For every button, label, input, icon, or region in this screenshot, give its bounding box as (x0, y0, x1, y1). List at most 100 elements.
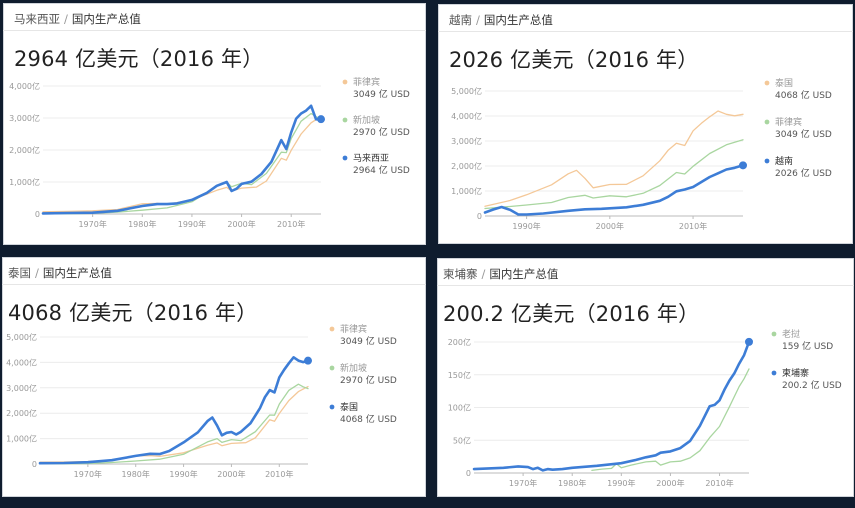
line-chart: 0 1,000亿 2,000亿 3,000亿 4,000亿 5,000亿 1970年 1980… (6, 323, 397, 479)
breadcrumb-metric: 国内生产总值 (483, 13, 553, 27)
legend-series-value: 4068 亿 USD (775, 89, 832, 101)
series-line (39, 385, 309, 463)
y-tick-label: 0 (32, 460, 37, 469)
legend-marker (342, 117, 348, 123)
chart-card-cambodia: 柬埔寨 / 国内生产总值 200.2 亿美元（2016 年） 0 50亿 100亿 150… (437, 258, 854, 497)
legend-marker (329, 404, 335, 410)
series-endpoint (304, 356, 312, 365)
y-tick-label: 100亿 (448, 403, 471, 413)
legend-marker (342, 79, 348, 85)
x-tick-label: 2000年 (227, 219, 255, 229)
headline-value: 2964 亿美元（2016 年） (14, 47, 264, 71)
breadcrumb: 泰国 / 国内生产总值 (8, 266, 112, 280)
legend-series-value: 2970 亿 USD (353, 126, 410, 138)
x-tick-label: 1970年 (74, 469, 102, 479)
breadcrumb-country[interactable]: 马来西亚 (14, 12, 60, 26)
legend-series-name: 越南 (775, 155, 793, 167)
breadcrumb-metric: 国内生产总值 (42, 266, 112, 280)
y-tick-label: 1,000亿 (9, 177, 40, 187)
series-line (472, 340, 751, 472)
chart-card-malaysia: 马来西亚 / 国内生产总值 2964 亿美元（2016 年） 0 1,000亿 2,00… (3, 3, 426, 245)
breadcrumb-metric: 国内生产总值 (489, 267, 559, 281)
legend-marker (342, 155, 348, 161)
headline-value: 4068 亿美元（2016 年） (8, 301, 258, 325)
legend-series-name: 菲律宾 (353, 76, 380, 88)
legend-series-name: 柬埔寨 (782, 367, 809, 379)
divider (437, 285, 854, 286)
legend-marker (329, 326, 335, 332)
legend-series-name: 菲律宾 (775, 116, 802, 128)
x-tick-label: 2000年 (656, 478, 684, 488)
y-tick-label: 2,000亿 (6, 408, 37, 418)
x-tick-label: 1970年 (78, 219, 106, 229)
x-tick-label: 2000年 (596, 221, 624, 231)
legend-marker (764, 80, 770, 86)
legend-marker (764, 158, 770, 164)
x-tick-label: 1990年 (607, 478, 635, 488)
legend-series-value: 2970 亿 USD (340, 374, 397, 386)
breadcrumb: 越南 / 国内生产总值 (449, 13, 553, 27)
chart-card-thailand: 泰国 / 国内生产总值 4068 亿美元（2016 年） 0 1,000亿 2,000亿… (2, 257, 426, 497)
y-tick-label: 0 (466, 469, 471, 478)
y-tick-label: 4,000亿 (6, 357, 37, 367)
y-tick-label: 200亿 (448, 337, 471, 347)
legend-marker (764, 119, 770, 125)
series-line (484, 110, 744, 207)
breadcrumb-country[interactable]: 越南 (449, 13, 472, 27)
divider (2, 284, 426, 285)
legend-series-value: 2964 亿 USD (353, 164, 410, 176)
y-tick-label: 2,000亿 (451, 161, 482, 171)
breadcrumb-metric: 国内生产总值 (71, 12, 141, 26)
legend-series-value: 3049 亿 USD (775, 128, 832, 140)
y-tick-label: 1,000亿 (451, 186, 482, 196)
legend-marker (771, 370, 777, 376)
x-tick-label: 1980年 (558, 478, 586, 488)
series-line (38, 356, 310, 465)
y-tick-label: 3,000亿 (6, 383, 37, 393)
series-endpoint (745, 337, 753, 346)
x-tick-label: 1990年 (512, 221, 540, 231)
y-tick-label: 4,000亿 (451, 111, 482, 121)
series-line (42, 115, 322, 213)
y-tick-label: 2,000亿 (9, 145, 40, 155)
x-tick-label: 2010年 (705, 478, 733, 488)
y-tick-label: 3,000亿 (9, 113, 40, 123)
legend-series-value: 3049 亿 USD (353, 88, 410, 100)
legend-series-value: 159 亿 USD (782, 340, 833, 352)
breadcrumb-country[interactable]: 泰国 (8, 266, 31, 280)
legend-series-value: 2026 亿 USD (775, 167, 832, 179)
legend-series-name: 新加坡 (353, 114, 380, 126)
legend-series-name: 老挝 (782, 328, 800, 340)
divider (3, 30, 426, 31)
legend-series-name: 新加坡 (340, 362, 367, 374)
breadcrumb: 马来西亚 / 国内生产总值 (14, 12, 141, 26)
x-tick-label: 2010年 (679, 221, 707, 231)
line-chart: 0 1,000亿 2,000亿 3,000亿 4,000亿 1970年 1980年 1990年… (9, 76, 410, 229)
legend-series-name: 菲律宾 (340, 323, 367, 335)
legend-series-value: 3049 亿 USD (340, 335, 397, 347)
headline-value: 200.2 亿美元（2016 年） (443, 302, 700, 326)
series-line (39, 383, 309, 465)
legend-marker (329, 365, 335, 371)
legend-series-value: 200.2 亿 USD (782, 379, 842, 391)
series-line (591, 368, 750, 472)
breadcrumb-country[interactable]: 柬埔寨 (443, 267, 478, 281)
x-tick-label: 2010年 (265, 469, 293, 479)
legend-series-name: 泰国 (340, 401, 358, 413)
legend-series-name: 泰国 (775, 77, 793, 89)
chart-card-vietnam: 越南 / 国内生产总值 2026 亿美元（2016 年） 0 1,000亿 2,000亿… (438, 4, 853, 244)
series-line (41, 104, 323, 215)
series-line (42, 112, 322, 215)
x-tick-label: 1980年 (128, 219, 156, 229)
